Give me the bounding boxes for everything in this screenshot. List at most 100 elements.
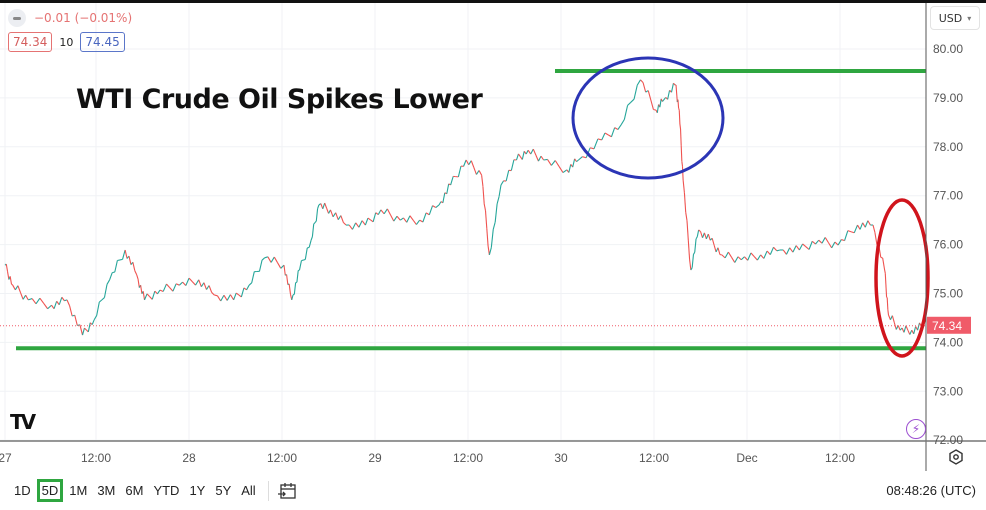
range-3m[interactable]: 3M	[97, 483, 116, 498]
price-segment	[35, 297, 41, 305]
settings-icon[interactable]	[948, 449, 964, 465]
red-ellipse-annotation[interactable]	[874, 198, 930, 358]
price-chart[interactable]: 80.00 79.00 78.00 77.00 76.00 75.00 74.00 73.00…	[0, 0, 986, 471]
price-segment	[850, 231, 855, 234]
price-segment	[154, 290, 158, 295]
range-1m[interactable]: 1M	[69, 483, 88, 498]
price-segment	[640, 79, 644, 84]
price-segment	[782, 249, 787, 255]
price-segment	[872, 224, 876, 233]
price-segment	[81, 327, 85, 336]
price-segment	[607, 134, 612, 138]
price-segment	[432, 205, 437, 208]
price-segment	[457, 165, 462, 178]
price-segment	[106, 279, 111, 285]
range-1y[interactable]: 1Y	[189, 483, 206, 498]
price-segment	[510, 159, 515, 171]
price-segment	[711, 238, 715, 246]
range-all[interactable]: All	[241, 483, 256, 498]
price-segment	[377, 209, 382, 215]
price-segment	[178, 281, 183, 286]
price-segment	[537, 155, 542, 162]
price-segment	[69, 305, 73, 317]
price-segment	[653, 108, 657, 111]
range-1d[interactable]: 1D	[14, 483, 31, 498]
range-5y[interactable]: 5Y	[215, 483, 232, 498]
price-segment	[483, 203, 487, 211]
price-tick: 78.00	[933, 140, 963, 154]
price-segment	[361, 220, 366, 226]
price-segment	[685, 212, 688, 221]
time-tick: 12:00	[267, 451, 297, 465]
price-segment	[808, 241, 813, 250]
time-tick: 12:00	[453, 451, 483, 465]
price-segment	[267, 256, 272, 263]
price-segment	[214, 294, 218, 297]
sell-price-button[interactable]: 74.34	[8, 32, 53, 52]
price-segment	[301, 259, 304, 262]
price-segment	[51, 304, 55, 310]
price-segment	[798, 243, 804, 251]
price-segment	[248, 282, 253, 286]
price-segment	[486, 228, 489, 247]
tradingview-logo[interactable]: TV	[10, 410, 36, 434]
price-segment	[273, 256, 279, 263]
price-segment	[329, 209, 334, 217]
price-segment	[737, 256, 742, 261]
price-segment	[601, 132, 606, 141]
currency-selector[interactable]: USD ▾	[930, 6, 980, 30]
buy-price-button[interactable]: 74.45	[80, 32, 125, 52]
date-range-calendar-icon[interactable]	[277, 481, 299, 501]
price-segment	[235, 292, 240, 296]
price-segment	[283, 265, 286, 276]
price-segment	[191, 281, 196, 286]
price-segment	[572, 158, 576, 168]
price-segment	[475, 170, 480, 175]
price-segment	[293, 282, 297, 295]
collapse-icon[interactable]	[8, 9, 26, 27]
price-segment	[554, 160, 560, 167]
price-segment	[188, 277, 193, 282]
price-segment	[659, 98, 662, 108]
price-segment	[348, 224, 353, 230]
lightning-icon[interactable]: ⚡	[906, 419, 926, 439]
blue-ellipse-annotation[interactable]	[571, 56, 725, 180]
price-segment	[792, 245, 797, 253]
price-segment	[776, 249, 781, 252]
price-segment	[169, 287, 174, 292]
price-segment	[109, 272, 113, 280]
range-ytd[interactable]: YTD	[153, 483, 180, 498]
price-segment	[399, 217, 404, 221]
range-6m[interactable]: 6M	[125, 483, 144, 498]
annotation-title: WTI Crude Oil Spikes Lower	[76, 84, 483, 115]
price-segment	[233, 292, 237, 301]
price-segment	[897, 325, 901, 331]
price-segment	[19, 292, 24, 300]
price-segment	[134, 270, 138, 276]
time-axis[interactable]: 27 12:00 28 12:00 29 12:00 30 12:00 Dec 12:00	[0, 451, 855, 465]
price-segment	[393, 215, 398, 222]
price-segment	[288, 283, 292, 295]
price-segment	[913, 326, 917, 334]
price-segment	[769, 246, 775, 255]
clock[interactable]: 08:48:26 (UTC)	[886, 483, 976, 498]
price-segment	[326, 208, 330, 214]
price-segment	[753, 256, 758, 261]
price-segment	[156, 289, 161, 295]
price-segment	[744, 256, 749, 261]
price-segment	[322, 202, 326, 209]
price-segment	[535, 154, 539, 162]
price-axis[interactable]: 80.00 79.00 78.00 77.00 76.00 75.00 74.00 73.00…	[927, 42, 971, 447]
price-segment	[140, 285, 143, 294]
price-segment	[886, 297, 889, 310]
price-segment	[137, 278, 140, 288]
price-segment	[478, 170, 483, 176]
price-segment	[700, 231, 704, 238]
price-segment	[198, 279, 202, 287]
price-segment	[226, 294, 231, 301]
price-segment	[386, 208, 392, 216]
price-tick: 77.00	[933, 189, 963, 203]
price-segment	[681, 166, 684, 181]
range-5d[interactable]: 5D	[36, 479, 64, 502]
price-segment	[61, 296, 65, 302]
